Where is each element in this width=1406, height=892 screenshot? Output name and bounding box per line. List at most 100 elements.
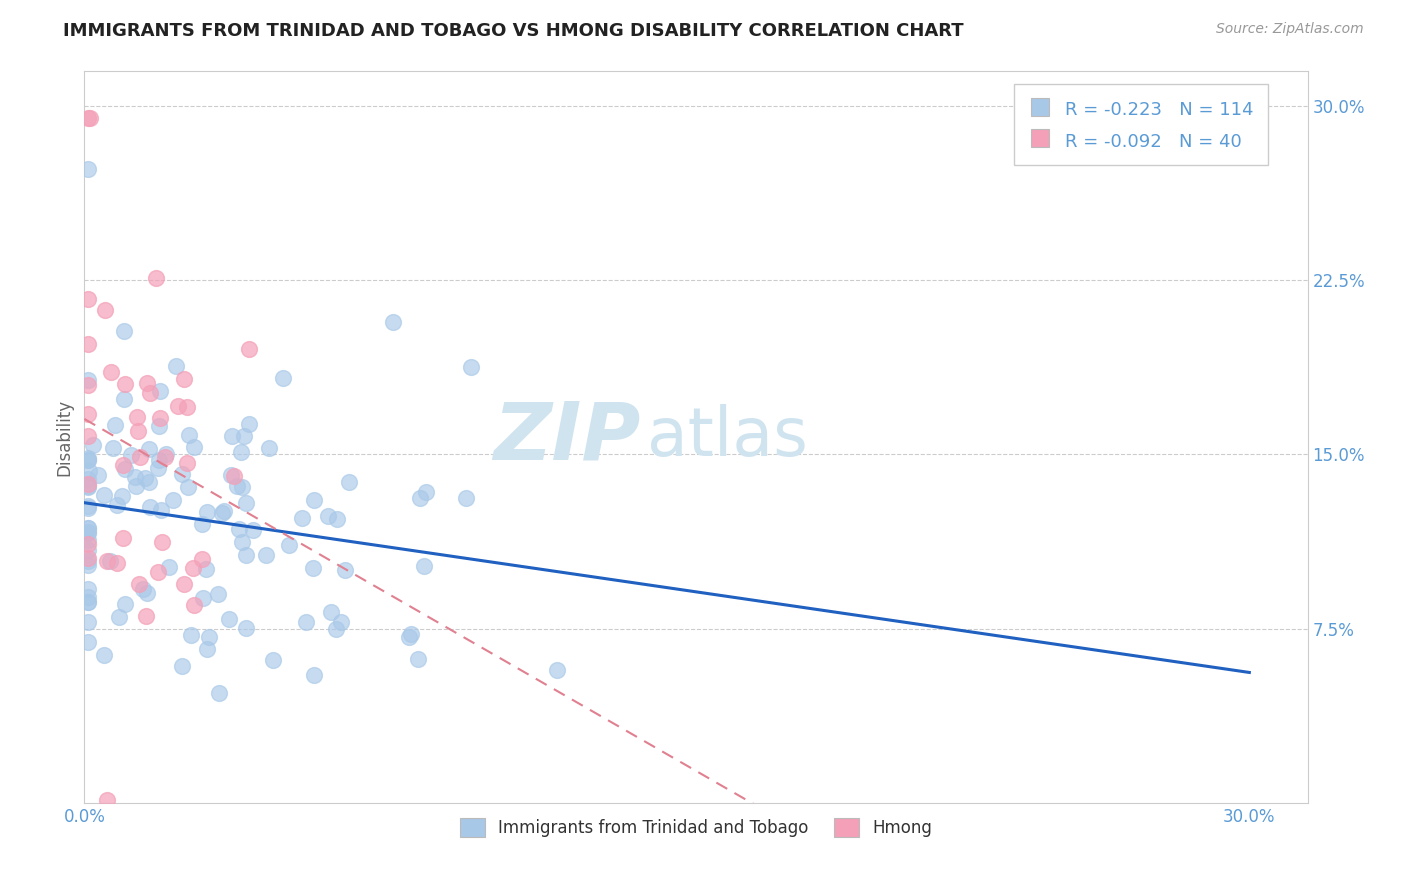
Point — [101, 441, 124, 455]
Point — [138, 442, 160, 457]
Point — [337, 475, 360, 489]
Point — [228, 522, 250, 536]
Point — [183, 598, 205, 612]
Point — [231, 535, 253, 549]
Point — [277, 537, 299, 551]
Point — [257, 442, 280, 456]
Point — [112, 532, 135, 546]
Point — [127, 425, 149, 439]
Point — [124, 470, 146, 484]
Point — [546, 663, 568, 677]
Point — [212, 504, 235, 518]
Point — [149, 384, 172, 398]
Point — [242, 523, 264, 537]
Point — [149, 502, 172, 516]
Point — [148, 418, 170, 433]
Point — [77, 590, 100, 604]
Point — [157, 560, 180, 574]
Point — [302, 560, 325, 574]
Point — [125, 479, 148, 493]
Point — [77, 378, 100, 392]
Point — [179, 427, 201, 442]
Point — [77, 558, 100, 572]
Point — [254, 548, 277, 562]
Point — [413, 558, 436, 573]
Point — [125, 410, 148, 425]
Point — [176, 401, 198, 415]
Point — [114, 597, 136, 611]
Point — [77, 554, 100, 568]
Text: ZIP: ZIP — [494, 398, 641, 476]
Point — [108, 610, 131, 624]
Point — [77, 292, 100, 306]
Point — [304, 668, 326, 682]
Point — [180, 628, 202, 642]
Point — [131, 582, 153, 596]
Point — [77, 635, 100, 649]
Point — [167, 399, 190, 413]
Point — [273, 370, 295, 384]
Point — [136, 586, 159, 600]
Point — [195, 505, 218, 519]
Text: Source: ZipAtlas.com: Source: ZipAtlas.com — [1216, 22, 1364, 37]
Point — [399, 627, 422, 641]
Point — [77, 536, 100, 550]
Point — [96, 793, 118, 807]
Point — [138, 475, 160, 489]
Point — [456, 491, 478, 505]
Point — [335, 563, 357, 577]
Point — [105, 556, 128, 570]
Point — [112, 458, 135, 472]
Point — [77, 480, 100, 494]
Point — [172, 467, 194, 481]
Point — [208, 686, 231, 700]
Point — [128, 450, 150, 465]
Point — [460, 359, 482, 374]
Point — [139, 385, 162, 400]
Point — [194, 562, 217, 576]
Point — [219, 467, 242, 482]
Point — [148, 452, 170, 467]
Point — [295, 615, 318, 629]
Point — [79, 111, 101, 125]
Legend: Immigrants from Trinidad and Tobago, Hmong: Immigrants from Trinidad and Tobago, Hmo… — [451, 810, 941, 846]
Point — [77, 521, 100, 535]
Point — [139, 500, 162, 515]
Point — [149, 410, 172, 425]
Point — [148, 461, 170, 475]
Point — [77, 500, 100, 515]
Point — [382, 314, 405, 328]
Point — [191, 517, 214, 532]
Point — [207, 586, 229, 600]
Point — [291, 511, 314, 525]
Point — [326, 511, 349, 525]
Point — [177, 480, 200, 494]
Point — [77, 533, 100, 547]
Text: atlas: atlas — [647, 404, 808, 470]
Point — [77, 472, 100, 486]
Point — [231, 480, 253, 494]
Point — [77, 111, 100, 125]
Point — [136, 376, 159, 390]
Point — [128, 577, 150, 591]
Point — [176, 456, 198, 470]
Point — [229, 445, 252, 459]
Point — [183, 440, 205, 454]
Point — [77, 428, 100, 442]
Point — [191, 591, 214, 605]
Point — [77, 499, 100, 513]
Point — [77, 407, 100, 421]
Point — [77, 476, 100, 491]
Point — [77, 526, 100, 541]
Point — [77, 373, 100, 387]
Point — [77, 595, 100, 609]
Point — [173, 577, 195, 591]
Point — [82, 438, 104, 452]
Point — [100, 366, 122, 380]
Point — [225, 478, 247, 492]
Point — [232, 429, 254, 443]
Point — [330, 615, 353, 630]
Point — [77, 479, 100, 493]
Point — [87, 467, 110, 482]
Point — [114, 462, 136, 476]
